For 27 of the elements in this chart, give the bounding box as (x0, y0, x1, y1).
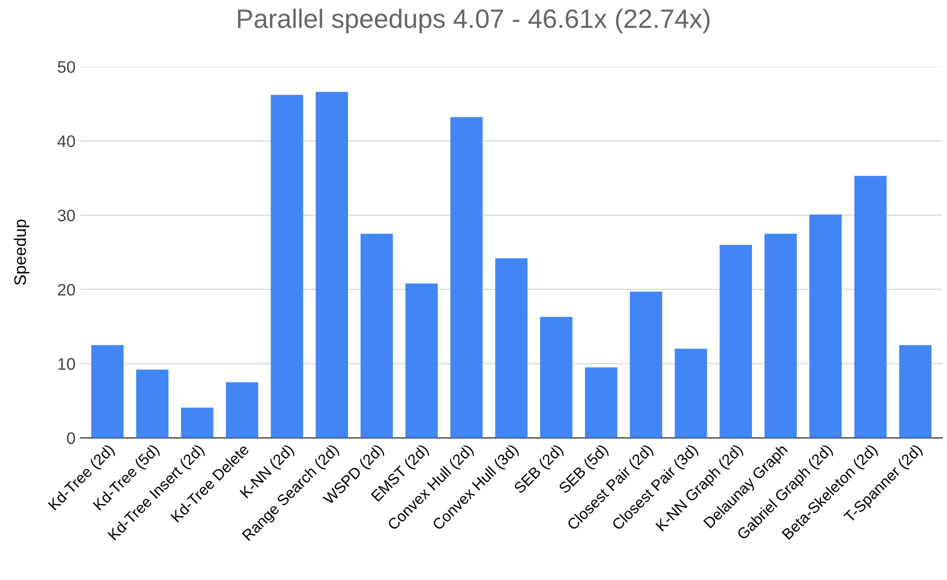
y-tick-label: 30 (58, 210, 75, 222)
bar (540, 316, 572, 438)
bar (91, 345, 124, 438)
bar (899, 345, 932, 438)
bar (136, 370, 168, 438)
bar (181, 408, 214, 438)
bar (809, 214, 842, 438)
y-tick-label: 10 (58, 358, 75, 370)
bar (360, 234, 393, 438)
y-tick-label: 40 (57, 135, 75, 148)
bar (630, 292, 662, 438)
bar (674, 348, 708, 438)
bar (720, 244, 752, 438)
bar (450, 117, 483, 438)
bar (764, 234, 797, 438)
y-tick-label: 50 (58, 61, 75, 73)
bar (495, 258, 528, 438)
chart-title: Parallel speedups 4.07 - 46.61x (22.74x) (238, 8, 710, 34)
bar (584, 367, 618, 438)
y-axis-title: Speedup (14, 220, 30, 285)
bar (226, 382, 258, 438)
bar (405, 283, 438, 438)
y-tick-label: 0 (67, 432, 75, 444)
bar (854, 176, 887, 438)
y-tick-label: 20 (58, 284, 75, 296)
bar (270, 94, 304, 438)
bar (316, 92, 348, 438)
